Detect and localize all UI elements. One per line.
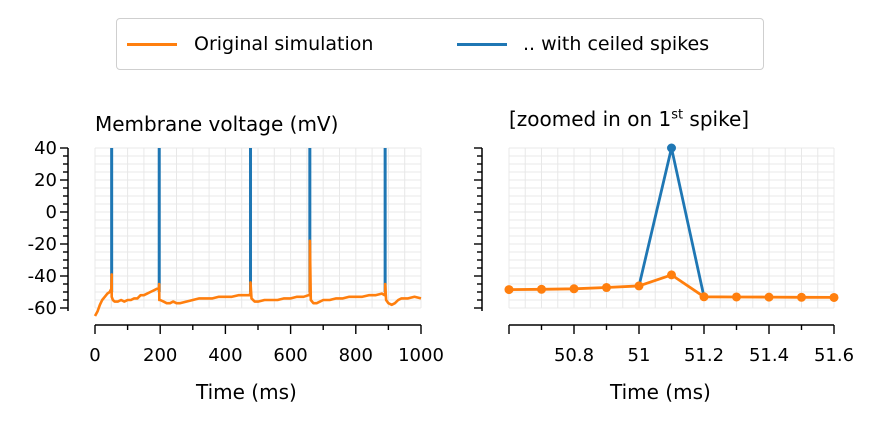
y-tick-label: 40 — [34, 138, 57, 159]
y-tick-label: 0 — [46, 202, 57, 223]
right-x-axis-label: Time (ms) — [610, 380, 711, 404]
original-sample-marker — [602, 283, 611, 293]
left-x-axis-label: Time (ms) — [196, 380, 297, 404]
y-tick-label: -40 — [28, 266, 57, 287]
original-sample-marker — [699, 292, 709, 302]
panel-right: 50.8 51 51.2 51.4 51.6 — [474, 143, 854, 366]
original-sample-marker — [634, 281, 644, 291]
original-voltage-line — [93, 239, 422, 317]
legend-label-original: Original simulation — [194, 33, 374, 55]
x-tick-label: 0 — [89, 345, 100, 366]
x-tick-label: 51.6 — [814, 345, 854, 366]
x-tick-label: 51 — [628, 345, 651, 366]
x-tick-label: 400 — [208, 345, 242, 366]
legend-label-ceiled: .. with ceiled spikes — [523, 33, 710, 55]
original-sample-marker — [569, 284, 579, 294]
original-sample-marker — [732, 292, 741, 302]
original-sample-marker — [504, 285, 514, 295]
legend-line-original — [127, 43, 177, 46]
original-sample-marker — [764, 292, 774, 302]
original-sample-marker — [829, 292, 839, 302]
x-tick-label: 1000 — [398, 345, 444, 366]
original-sample-marker — [797, 292, 806, 302]
y-tick-label: -20 — [28, 234, 57, 255]
legend-line-ceiled — [457, 43, 507, 46]
x-tick-label: 50.8 — [554, 345, 594, 366]
legend: Original simulation .. with ceiled spike… — [116, 18, 764, 70]
original-sample-marker — [667, 270, 676, 280]
x-tick-label: 600 — [273, 345, 307, 366]
original-sample-marker — [537, 284, 546, 294]
x-tick-label: 200 — [143, 345, 177, 366]
ceiled-peak-marker — [667, 143, 676, 153]
x-tick-label: 51.2 — [684, 345, 724, 366]
left-panel-title: Membrane voltage (mV) — [95, 112, 339, 136]
right-panel-title: [zoomed in on 1st spike] — [509, 107, 750, 131]
x-tick-label: 800 — [339, 345, 373, 366]
x-tick-label: 51.4 — [749, 345, 789, 366]
y-tick-label: 20 — [34, 170, 57, 191]
y-tick-label: -60 — [28, 298, 57, 319]
